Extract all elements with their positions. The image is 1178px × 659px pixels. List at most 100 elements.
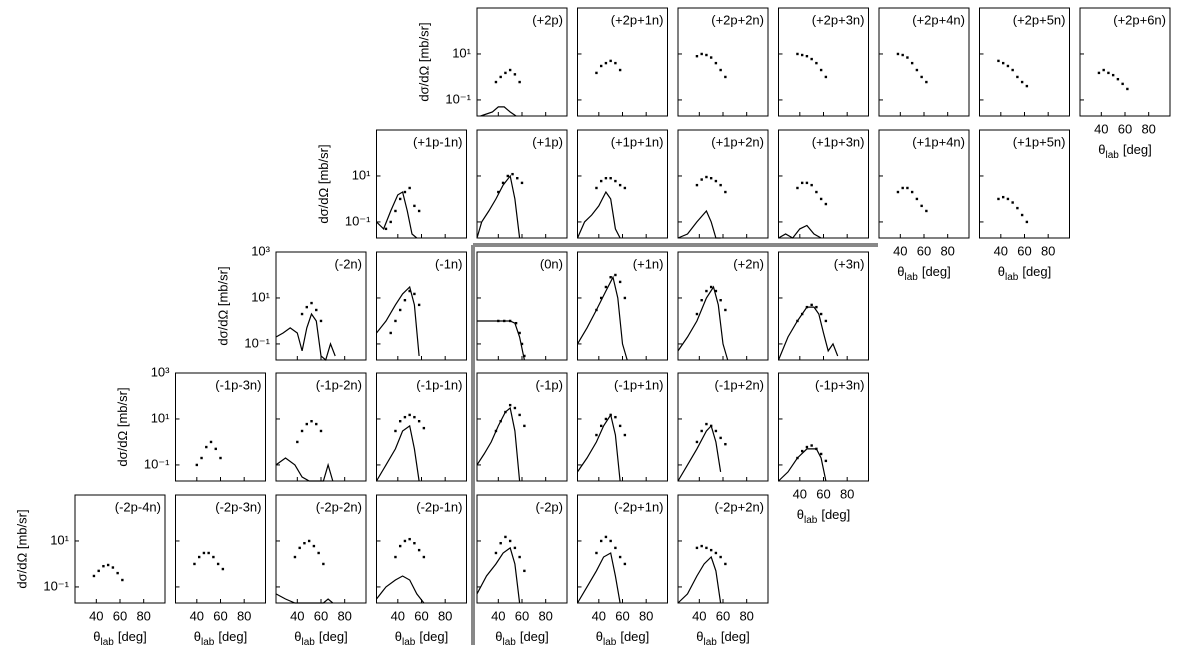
data-point: [499, 419, 502, 423]
data-point: [819, 197, 823, 201]
x-axis-label: θlab [deg]: [395, 629, 449, 647]
data-point: [494, 551, 498, 555]
data-point: [413, 204, 416, 208]
x-tick-label: 40: [190, 608, 204, 623]
data-point: [417, 548, 421, 552]
data-point: [497, 319, 500, 323]
data-point: [910, 61, 914, 65]
x-label-symbol: θ: [998, 264, 1005, 279]
panel-label: (-1p): [536, 377, 563, 392]
model-curve: [778, 448, 827, 482]
x-axis-label: θlab [deg]: [897, 264, 951, 282]
data-point: [514, 321, 518, 325]
data-point: [111, 566, 115, 569]
panel-label: (+1p+4n): [912, 134, 965, 149]
x-label-sub: lab: [603, 637, 617, 648]
panel-label: (+1p-1n): [413, 134, 463, 149]
data-point: [1001, 61, 1005, 65]
data-point: [810, 303, 813, 307]
data-point: [599, 179, 603, 183]
data-point: [116, 571, 119, 575]
model-curve: [376, 191, 418, 239]
model-curve: [477, 320, 525, 361]
x-tick-label: 40: [89, 608, 103, 623]
panel-label: (+1p+2n): [711, 134, 764, 149]
y-tick-label: 10³: [151, 364, 170, 379]
panel-label: (-2p+1n): [614, 499, 664, 514]
data-point: [508, 539, 512, 543]
data-point: [499, 541, 502, 545]
data-point: [205, 445, 208, 449]
data-point: [317, 551, 320, 555]
data-point: [193, 562, 196, 566]
data-point: [915, 68, 919, 72]
data-point: [800, 53, 804, 57]
data-point: [714, 551, 718, 555]
data-point: [609, 276, 612, 279]
model-curve: [576, 190, 621, 239]
x-tick-label: 80: [237, 608, 251, 623]
data-point: [508, 319, 512, 323]
data-point: [800, 449, 804, 453]
data-point: [618, 280, 622, 284]
y-tick-label: 10⁻¹: [144, 456, 170, 471]
data-point: [700, 544, 703, 548]
x-label-sub: lab: [502, 637, 516, 648]
data-point: [1006, 64, 1010, 68]
model-curve: [677, 285, 729, 361]
data-point: [695, 440, 699, 444]
data-point: [403, 539, 407, 543]
model-curve: [777, 306, 839, 361]
data-point: [518, 80, 521, 84]
data-point: [925, 80, 928, 84]
data-point: [209, 440, 213, 444]
data-point: [709, 548, 713, 552]
x-label-unit: [deg]: [118, 629, 147, 644]
x-tick-label: 80: [1041, 243, 1055, 258]
data-point: [815, 305, 818, 309]
x-tick-label: 60: [314, 608, 328, 623]
data-point: [709, 56, 713, 59]
panel-label: (0n): [540, 256, 563, 271]
x-label-unit: [deg]: [319, 629, 348, 644]
panel-label: (-2p-1n): [416, 499, 462, 514]
data-point: [298, 546, 301, 550]
x-label-unit: [deg]: [218, 629, 247, 644]
y-tick-label: 10¹: [352, 167, 371, 182]
data-point: [1126, 87, 1129, 91]
data-point: [614, 415, 617, 419]
x-label-sub: lab: [402, 637, 416, 648]
data-point: [925, 209, 928, 213]
data-point: [497, 190, 500, 194]
data-point: [604, 176, 608, 180]
y-axis-label: dσ/dΩ [mb/sr]: [215, 266, 230, 345]
data-point: [599, 296, 603, 300]
x-tick-label: 80: [538, 608, 552, 623]
data-point: [398, 308, 402, 312]
x-label-symbol: θ: [797, 507, 804, 522]
x-tick-label: 60: [213, 608, 227, 623]
data-point: [724, 562, 727, 566]
data-point: [307, 539, 311, 543]
data-point: [408, 186, 411, 190]
data-point: [623, 433, 627, 437]
data-point: [97, 569, 100, 573]
data-point: [503, 319, 506, 323]
x-label-unit: [deg]: [721, 629, 750, 644]
data-point: [398, 544, 402, 548]
x-label-sub: lab: [301, 637, 315, 648]
data-point: [896, 52, 900, 56]
data-point: [523, 424, 526, 428]
data-point: [1097, 71, 1101, 75]
data-point: [595, 433, 598, 437]
panel-label: (-2p): [536, 499, 563, 514]
data-point: [422, 555, 426, 559]
data-point: [221, 567, 225, 571]
data-point: [394, 319, 397, 323]
data-point: [695, 183, 699, 187]
data-point: [810, 444, 813, 447]
panel-label: (-1p-1n): [416, 377, 462, 392]
data-point: [1025, 220, 1029, 224]
data-point: [705, 422, 708, 426]
